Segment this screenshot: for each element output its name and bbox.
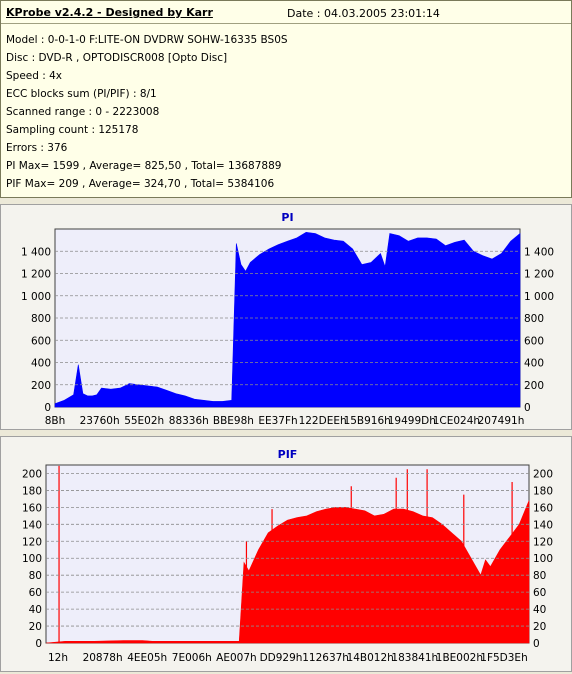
scan-date: Date : 04.03.2005 23:01:14 [287,7,440,20]
pi-ytick-label-left: 400 [31,358,51,370]
pi-xtick-label: 8Bh [45,415,66,427]
pif-ytick-label-left: 100 [22,553,42,565]
pif-ytick-label-right: 100 [533,553,553,565]
pif-ytick-label-right: 20 [533,621,546,633]
pif-ytick-label-right: 140 [533,519,553,531]
info-scanned-range: Scanned range : 0 - 2223008 [6,106,160,118]
pif-xtick-label: DD929h [260,652,303,664]
pif-ytick-label-left: 40 [29,604,42,616]
pif-xtick-label: 14B012h [347,652,394,664]
pif-xtick-label: 183841h [391,652,438,664]
info-pi-stats: PI Max= 1599 , Average= 825,50 , Total= … [6,160,282,172]
pi-ytick-label-left: 0 [44,402,51,414]
pi-ytick-label-left: 1 000 [21,291,51,303]
pif-ytick-label-right: 0 [533,638,540,650]
pif-xtick-label: AE007h [216,652,257,664]
pif-ytick-label-right: 60 [533,587,546,599]
pif-xtick-label: 1F5D3Eh [480,652,527,664]
pi-ytick-label-right: 1 000 [524,291,554,303]
pif-ytick-label-right: 200 [533,468,553,480]
pi-xtick-label: 19499Dh [388,415,436,427]
pi-chart-title: PI [281,211,293,224]
pif-chart-panel: PIF 0 0 20 20 40 40 60 60 80 80 100 100 120 120 140 140 1… [0,436,572,672]
pif-ytick-label-right: 160 [533,502,553,514]
pif-ytick-label-left: 0 [35,638,42,650]
divider [1,23,571,24]
info-pif-stats: PIF Max= 209 , Average= 324,70 , Total= … [6,178,275,190]
pi-xtick-label: EE37Fh [258,415,297,427]
info-disc: Disc : DVD-R , OPTODISCR008 [Opto Disc] [6,52,228,64]
pi-ytick-label-left: 600 [31,335,51,347]
pi-ytick-label-left: 1 200 [21,269,51,281]
info-sampling-count: Sampling count : 125178 [6,124,139,136]
pi-xtick-label: 88336h [169,415,209,427]
pi-xtick-label: BBE98h [213,415,254,427]
pif-chart-title: PIF [278,448,298,461]
info-speed: Speed : 4x [6,70,63,82]
pif-ytick-label-left: 160 [22,502,42,514]
pif-xtick-label: 20878h [83,652,123,664]
pif-ytick-label-right: 80 [533,570,546,582]
info-ecc-blocks: ECC blocks sum (PI/PIF) : 8/1 [6,88,157,100]
pif-ytick-label-left: 80 [29,570,42,582]
pi-ytick-label-right: 1 200 [524,269,554,281]
pi-chart-panel: PI 0 0 200 200 400 400 600 600 800 800 1 000 1 000 1 … [0,204,572,430]
pif-ytick-label-left: 180 [22,485,42,497]
pif-ytick-label-left: 60 [29,587,42,599]
app-title: KProbe v2.4.2 - Designed by Karr [6,6,213,19]
pi-ytick-label-right: 1 400 [524,246,554,258]
pif-xtick-label: 4EE05h [127,652,167,664]
pi-xtick-label: 1CE024h [433,415,480,427]
pif-xtick-label: 7E006h [172,652,212,664]
pi-xtick-label: 207491h [478,415,525,427]
pif-ytick-label-right: 40 [533,604,546,616]
pi-ytick-label-left: 800 [31,313,51,325]
pi-series-area [54,231,521,408]
pi-ytick-label-right: 200 [524,380,544,392]
pi-ytick-label-right: 400 [524,358,544,370]
pif-series-area [45,500,530,644]
pif-xtick-label: 1BE002h [436,652,483,664]
pi-ytick-label-right: 600 [524,335,544,347]
pif-ytick-label-left: 200 [22,468,42,480]
pi-ytick-label-right: 0 [524,402,531,414]
pif-xtick-label: 112637h [302,652,349,664]
pif-ytick-label-left: 140 [22,519,42,531]
pif-ytick-label-left: 120 [22,536,42,548]
pi-ytick-label-left: 1 400 [21,246,51,258]
pi-xtick-label: 122DEEh [299,415,347,427]
pif-xtick-label: 12h [48,652,68,664]
info-model: Model : 0-0-1-0 F:LITE-ON DVDRW SOHW-163… [6,34,288,46]
pi-ytick-label-left: 200 [31,380,51,392]
pi-xtick-label: 55E02h [124,415,164,427]
info-panel: KProbe v2.4.2 - Designed by Karr Date : … [0,0,572,198]
info-errors: Errors : 376 [6,142,68,154]
pi-xtick-label: 23760h [80,415,120,427]
pif-ytick-label-left: 20 [29,621,42,633]
pif-chart: PIF 0 0 20 20 40 40 60 60 80 80 100 100 120 120 140 140 1… [22,448,553,664]
pi-ytick-label-right: 800 [524,313,544,325]
pi-chart: PI 0 0 200 200 400 400 600 600 800 800 1 000 1 000 1 … [21,211,554,427]
pif-ytick-label-right: 180 [533,485,553,497]
pif-ytick-label-right: 120 [533,536,553,548]
pi-xtick-label: 15B916h [344,415,391,427]
